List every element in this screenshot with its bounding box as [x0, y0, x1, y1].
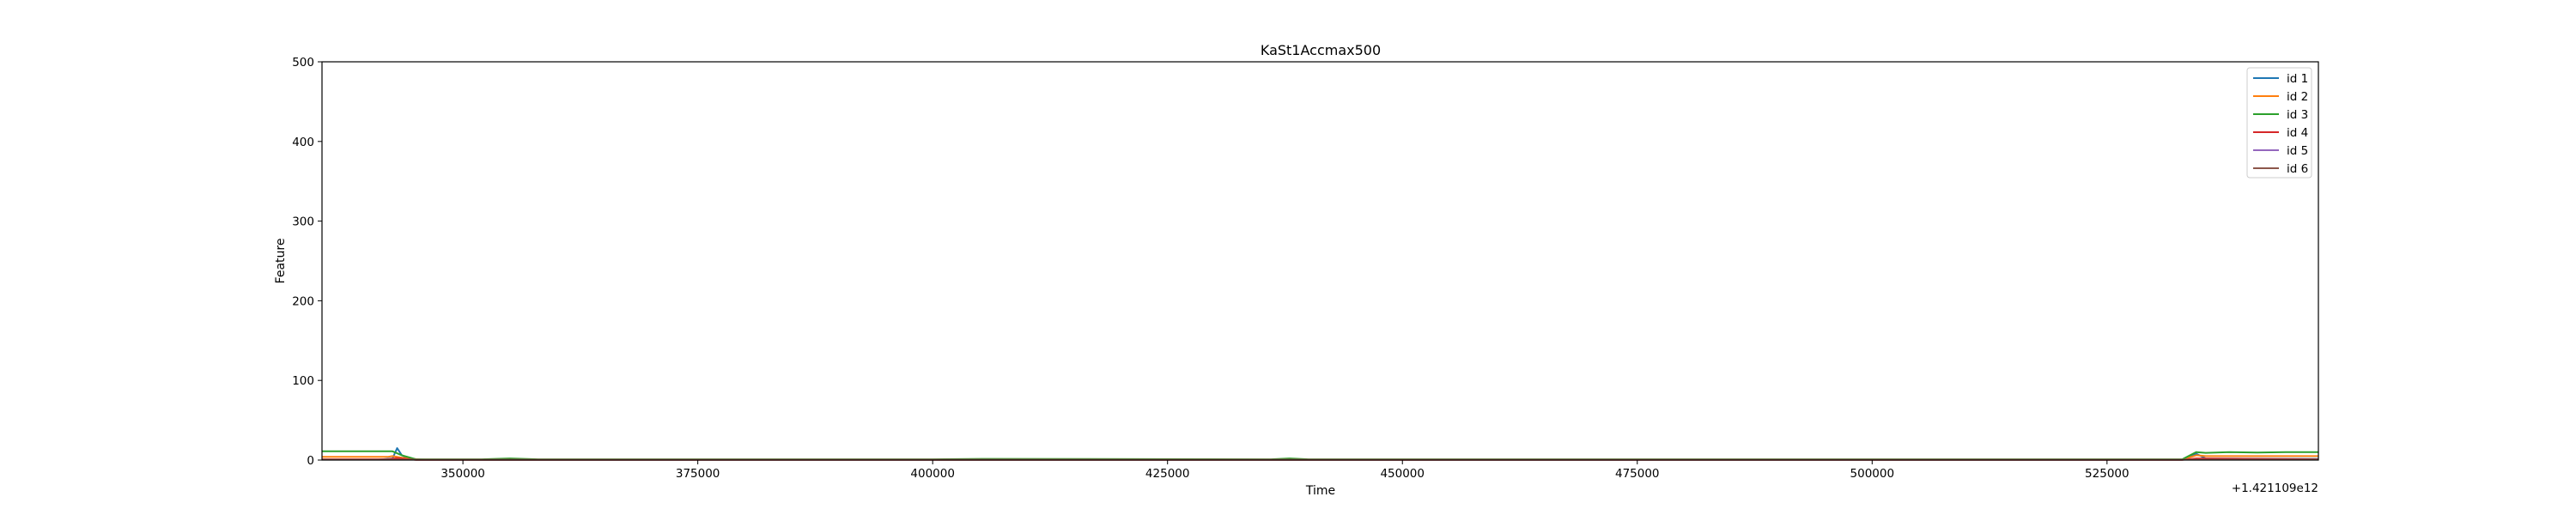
y-tick-label: 300 [292, 215, 314, 229]
legend-entries: id 1 id 2 id 3 id 4 id 5 id 6 [2253, 72, 2308, 176]
x-axis-label: Time [1305, 484, 1335, 498]
legend-label-4: id 4 [2287, 126, 2308, 140]
x-tick-label: 525000 [2085, 467, 2129, 481]
y-tick-label: 100 [292, 374, 314, 388]
x-tick-label: 350000 [440, 467, 485, 481]
legend-label-1: id 1 [2287, 72, 2308, 86]
y-tick-label: 500 [292, 56, 314, 70]
x-tick-label: 400000 [910, 467, 955, 481]
y-tick-label: 200 [292, 294, 314, 308]
x-tick-label: 425000 [1145, 467, 1190, 481]
legend-label-6: id 6 [2287, 162, 2308, 176]
y-axis: 0 100 200 300 400 500 [292, 56, 322, 468]
x-tick-label: 475000 [1615, 467, 1660, 481]
plot-frame [321, 61, 2319, 461]
x-tick-label: 450000 [1380, 467, 1425, 481]
chart-title: KaSt1Accmax500 [1261, 42, 1381, 58]
plot-area [321, 61, 2319, 461]
legend: id 1 id 2 id 3 id 4 id 5 id 6 [2246, 67, 2312, 179]
x-axis: 350000 375000 400000 425000 450000 475000 5000… [440, 460, 2129, 481]
legend-label-5: id 5 [2287, 144, 2308, 158]
legend-label-2: id 2 [2287, 90, 2308, 104]
legend-label-3: id 3 [2287, 108, 2308, 122]
y-axis-label: Feature [274, 239, 288, 284]
y-tick-label: 400 [292, 136, 314, 149]
x-tick-label: 375000 [676, 467, 720, 481]
x-axis-offset-label: +1.421109e12 [2232, 482, 2318, 495]
x-tick-label: 500000 [1850, 467, 1895, 481]
y-tick-label: 0 [307, 454, 314, 468]
